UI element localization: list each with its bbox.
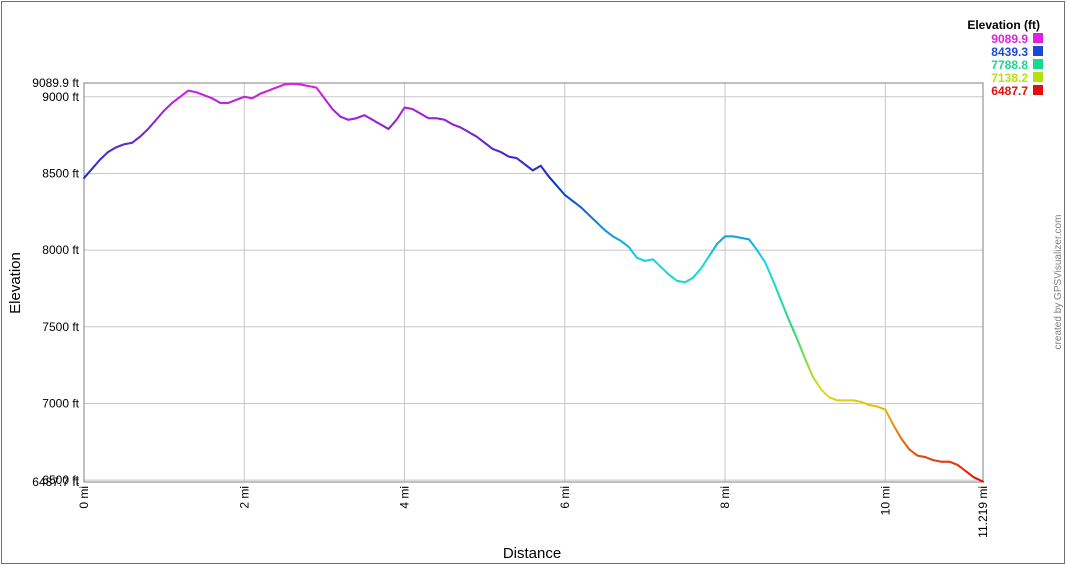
plot-area bbox=[83, 82, 984, 483]
legend-entry-label: 7788.8 bbox=[991, 58, 1028, 72]
legend-swatch bbox=[1033, 59, 1043, 69]
y-tick-label: 7000 ft bbox=[42, 396, 79, 410]
y-tick-label: 6500 ft bbox=[42, 473, 79, 487]
credit-text: created by GPSVisualizer.com bbox=[1053, 215, 1064, 350]
grid bbox=[83, 82, 984, 483]
x-axis-ticks: 0 mi 2 mi 4 mi 6 mi 8 mi 10 mi 11.219 mi bbox=[77, 486, 990, 538]
y-tick-label: 9089.9 ft bbox=[32, 76, 79, 90]
x-tick-label: 8 mi bbox=[718, 486, 732, 509]
elevation-line-segment bbox=[980, 479, 984, 483]
x-tick-label: 10 mi bbox=[878, 486, 892, 515]
y-tick-label: 8500 ft bbox=[42, 166, 79, 180]
legend-entry-label: 8439.3 bbox=[991, 45, 1028, 59]
elevation-series bbox=[83, 82, 984, 483]
x-tick-label: 4 mi bbox=[398, 486, 412, 509]
x-tick-label: 2 mi bbox=[237, 486, 251, 509]
legend-swatch bbox=[1033, 46, 1043, 56]
legend-swatch bbox=[1033, 33, 1043, 43]
x-tick-label: 6 mi bbox=[558, 486, 572, 509]
y-tick-label: 9000 ft bbox=[42, 90, 79, 104]
x-tick-label: 0 mi bbox=[77, 486, 91, 509]
legend-entry-label: 9089.9 bbox=[991, 32, 1028, 46]
legend-swatch bbox=[1033, 72, 1043, 82]
y-axis-label: Elevation bbox=[7, 252, 24, 314]
x-axis-label: Distance bbox=[503, 545, 561, 562]
y-tick-label: 8000 ft bbox=[42, 243, 79, 257]
legend-title: Elevation (ft) bbox=[967, 18, 1040, 32]
legend-entry-label: 6487.7 bbox=[991, 84, 1028, 98]
legend-entry-label: 7138.2 bbox=[991, 71, 1028, 85]
x-tick-label: 11.219 mi bbox=[976, 486, 990, 538]
y-tick-label: 7500 ft bbox=[42, 320, 79, 334]
y-tick-label: 6487.7 ft bbox=[32, 475, 79, 489]
legend-swatch bbox=[1033, 85, 1043, 95]
